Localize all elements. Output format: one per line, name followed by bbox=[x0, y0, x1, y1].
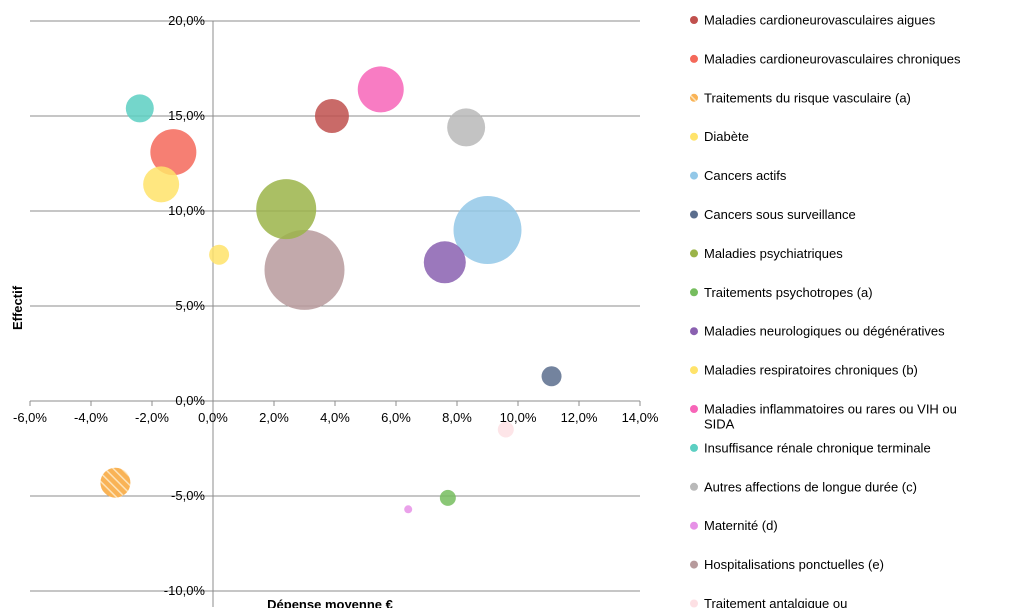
legend-marker bbox=[690, 54, 698, 63]
x-tick-label: -4,0% bbox=[74, 410, 108, 425]
bubble-point bbox=[314, 99, 349, 133]
legend-marker bbox=[690, 132, 698, 141]
legend-item: Maladies respiratoires chroniques (b) bbox=[690, 363, 918, 378]
x-tick-label: -2,0% bbox=[135, 410, 169, 425]
legend-marker bbox=[690, 599, 698, 608]
bubble-point bbox=[423, 241, 466, 284]
legend-label: Maladies inflammatoires ou rares ou VIH … bbox=[704, 402, 957, 432]
bubble-point bbox=[125, 94, 154, 123]
tick-labels: 20,0% 15,0% 10,0% 5,0% 0,0% -5,0% -10,0% -6,0% -… bbox=[13, 13, 659, 598]
bubble-point bbox=[209, 244, 230, 265]
legend-marker bbox=[690, 327, 698, 336]
legend-marker bbox=[690, 249, 698, 258]
bubble-point bbox=[497, 421, 514, 438]
y-tick-label: 5,0% bbox=[175, 298, 205, 313]
x-tick-label: 0,0% bbox=[198, 410, 228, 425]
legend-label: Maternité (d) bbox=[704, 518, 778, 533]
legend-label: Traitements du risque vasculaire (a) bbox=[704, 90, 911, 105]
legend-label: Autres affections de longue durée (c) bbox=[704, 479, 917, 494]
legend-marker bbox=[690, 405, 698, 413]
legend-label: Maladies cardioneurovasculaires chroniqu… bbox=[704, 51, 961, 66]
legend-item: Maladies neurologiques ou dégénératives bbox=[690, 324, 945, 339]
x-tick-label: 2,0% bbox=[259, 410, 289, 425]
legend-marker bbox=[690, 288, 698, 297]
legend-marker bbox=[690, 16, 698, 24]
legend-label: Cancers sous surveillance bbox=[704, 207, 856, 222]
y-tick-label: 20,0% bbox=[168, 13, 205, 28]
x-tick-label: 12,0% bbox=[561, 410, 598, 425]
legend-label: Cancers actifs bbox=[704, 168, 787, 183]
legend-item: Cancers sous surveillance bbox=[690, 207, 856, 222]
axes bbox=[29, 20, 641, 607]
y-tick-label: 0,0% bbox=[175, 393, 205, 408]
bubble-point bbox=[447, 108, 486, 147]
legend-marker bbox=[690, 521, 698, 530]
legend-item: Maternité (d) bbox=[690, 518, 778, 533]
legend-item: Diabète bbox=[690, 129, 749, 144]
legend-item: Cancers actifs bbox=[690, 168, 787, 183]
legend-item: Maladies psychiatriques bbox=[690, 246, 843, 261]
bubble-point bbox=[357, 66, 404, 113]
y-tick-label: 15,0% bbox=[168, 108, 205, 123]
bubble-point bbox=[264, 229, 345, 310]
legend-item: Traitements psychotropes (a) bbox=[690, 285, 873, 300]
bubble-point bbox=[143, 166, 180, 203]
legend-item: Traitement antalgique ouanti-inflammatoi… bbox=[690, 596, 847, 613]
legend-label: Maladies neurologiques ou dégénératives bbox=[704, 324, 945, 339]
legend-label: Insuffisance rénale chronique terminale bbox=[704, 440, 931, 455]
legend-marker bbox=[690, 171, 698, 180]
legend-marker bbox=[690, 210, 698, 219]
bubble-point bbox=[453, 196, 522, 264]
bubble-point bbox=[150, 129, 197, 176]
legend-marker bbox=[690, 366, 698, 375]
y-tick-label: -10,0% bbox=[164, 583, 206, 598]
legend-label: Traitements psychotropes (a) bbox=[704, 285, 873, 300]
x-tick-label: 14,0% bbox=[622, 410, 659, 425]
legend-marker bbox=[690, 93, 698, 102]
legend-item: Hospitalisations ponctuelles (e) bbox=[690, 557, 884, 572]
bubble-point bbox=[404, 505, 413, 514]
x-tick-label: 4,0% bbox=[320, 410, 350, 425]
legend-item: Maladies inflammatoires ou rares ou VIH … bbox=[690, 402, 957, 432]
bubble-point bbox=[100, 467, 131, 498]
bubble-point bbox=[541, 366, 562, 387]
bubble-point bbox=[256, 179, 317, 240]
legend-label: Diabète bbox=[704, 129, 749, 144]
legend-label: Maladies respiratoires chroniques (b) bbox=[704, 363, 918, 378]
x-axis-title: Dépense moyenne € bbox=[267, 597, 393, 608]
legend-label: Hospitalisations ponctuelles (e) bbox=[704, 557, 884, 572]
x-tick-label: 10,0% bbox=[500, 410, 537, 425]
legend-item: Traitements du risque vasculaire (a) bbox=[690, 90, 911, 105]
legend-item: Maladies cardioneurovasculaires chroniqu… bbox=[690, 51, 961, 66]
x-tick-label: 8,0% bbox=[442, 410, 472, 425]
legend-item: Maladies cardioneurovasculaires aigues bbox=[690, 13, 936, 28]
legend-label: Maladies psychiatriques bbox=[704, 246, 843, 261]
legend-label: Traitement antalgique ouanti-inflammatoi… bbox=[704, 596, 847, 608]
legend-marker bbox=[690, 560, 698, 569]
legend: Maladies cardioneurovasculaires aigues Ma… bbox=[690, 13, 961, 613]
y-tick-label: 10,0% bbox=[168, 203, 205, 218]
legend-item: Autres affections de longue durée (c) bbox=[690, 479, 917, 494]
legend-label: Maladies cardioneurovasculaires aigues bbox=[704, 13, 936, 28]
legend-marker bbox=[690, 482, 698, 491]
bubbles bbox=[100, 66, 562, 514]
bubble-point bbox=[439, 489, 456, 506]
y-tick-label: -5,0% bbox=[171, 488, 205, 503]
x-tick-label: -6,0% bbox=[13, 410, 47, 425]
legend-item: Insuffisance rénale chronique terminale bbox=[690, 440, 931, 455]
x-tick-label: 6,0% bbox=[381, 410, 411, 425]
y-axis-title: Effectif bbox=[10, 285, 25, 330]
legend-marker bbox=[690, 443, 698, 452]
